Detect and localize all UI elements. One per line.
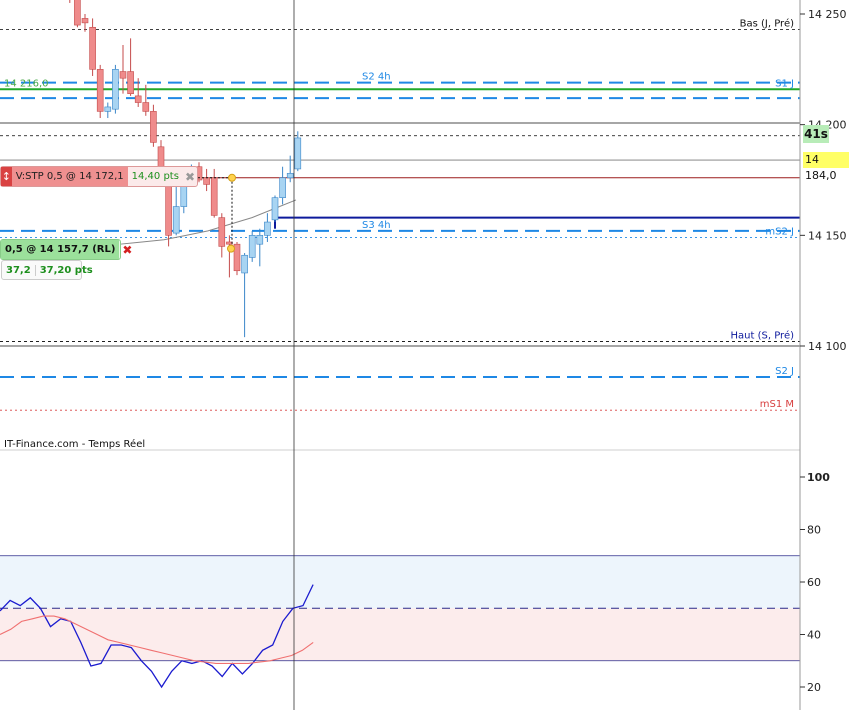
price-tick-label: 14 250: [808, 8, 847, 21]
moving-average-curve: [119, 199, 297, 245]
rsi-tick-label: 60: [807, 576, 821, 589]
candle-body: [112, 69, 119, 110]
rsi-axis: 100 80 60 40 20: [800, 471, 830, 694]
level-label-s3-4h: S3 4h: [362, 220, 391, 231]
stop-order-close-icon[interactable]: ✖: [184, 169, 195, 184]
source-label: IT-Finance.com - Temps Réel: [4, 438, 145, 450]
candle: [127, 38, 134, 96]
limit-order-close-icon[interactable]: ✖: [122, 242, 133, 257]
candle-body: [89, 26, 96, 70]
candle-body: [264, 221, 271, 236]
candle-body: [256, 235, 264, 245]
candle-body: [203, 177, 210, 185]
rsi-moving-average: [0, 615, 314, 664]
rsi-tick-label: 40: [807, 629, 821, 642]
rsi-pane[interactable]: [0, 555, 800, 689]
level-label-s2-4h: S2 4h: [362, 72, 391, 83]
level-label-haut-s-pre: Haut (S, Pré): [731, 330, 795, 342]
candle-body: [271, 197, 279, 221]
candle: [294, 131, 302, 172]
current-price-badge: 14 184,0: [803, 152, 849, 182]
price-pane[interactable]: Bas (J, Pré) S2 4h S1 J S3 4h mS2 J Haut (S, …: [0, 0, 800, 411]
candle: [286, 155, 294, 183]
rsi-zone-upper: [0, 555, 800, 609]
limit-order-result: 37,2 37,20 pts: [1, 260, 93, 280]
candle-body: [127, 71, 134, 94]
level-label-s2-j: S2 J: [775, 366, 794, 377]
candle: [112, 64, 119, 114]
level-label-bas-j-pre: Bas (J, Pré): [740, 17, 794, 29]
stop-order-pts: 14,40 pts: [131, 171, 179, 182]
candle: [241, 253, 248, 338]
candle-body: [294, 137, 302, 170]
candle-body: [96, 69, 104, 112]
candle-body: [119, 71, 127, 79]
candle: [248, 230, 256, 262]
candle: [89, 18, 96, 76]
limit-order-pts: 37,20 pts: [39, 264, 93, 276]
candle-body: [172, 206, 180, 234]
price-tick-label: 14 150: [808, 229, 847, 242]
rsi-zone-lower: [0, 608, 800, 661]
candle: [142, 84, 150, 116]
candle: [96, 64, 104, 119]
limit-order-marker[interactable]: [227, 244, 235, 253]
candle: [233, 241, 241, 276]
candle-body: [241, 254, 248, 274]
candle: [119, 44, 127, 94]
candle-body: [104, 106, 112, 112]
limit-order-box[interactable]: 0,5 @ 14 157,7 (RL) ✖: [0, 239, 132, 260]
level-label-ms2-j: mS2 J: [765, 227, 794, 238]
candle-body: [142, 102, 150, 112]
candle: [81, 14, 89, 32]
candle-body: [150, 111, 157, 143]
rsi-tick-label: 20: [807, 681, 821, 694]
limit-order-val: 37,2: [2, 264, 36, 276]
stop-order-box[interactable]: ↕ V:STP 0,5 @ 14 172,1 14,40 pts ✖: [0, 166, 198, 187]
rsi-series: [0, 584, 314, 689]
candle: [74, 0, 81, 28]
level-left-label: 14 216,0: [4, 78, 49, 89]
candle: [134, 78, 142, 107]
candle: [256, 228, 264, 267]
stop-order-text: V:STP 0,5 @ 14 172,1: [11, 167, 128, 186]
level-label-s1-j: S1 J: [775, 78, 794, 89]
candle-body: [81, 18, 89, 24]
candle-body: [210, 177, 218, 216]
candle-body: [134, 95, 142, 103]
candle-body: [248, 235, 256, 258]
rsi-tick-label: 80: [807, 524, 821, 537]
candle-body: [286, 173, 294, 179]
candle: [264, 213, 271, 242]
stop-order-marker[interactable]: [228, 173, 236, 182]
candle: [104, 102, 112, 119]
level-label-ms1-m: mS1 M: [760, 399, 794, 410]
candle-body: [74, 0, 81, 26]
candle: [271, 195, 279, 223]
candle-body: [279, 177, 286, 199]
candle-body: [218, 217, 226, 247]
candle: [218, 213, 226, 258]
limit-order-text: 0,5 @ 14 157,7 (RL): [1, 240, 120, 259]
timer-badge: 41s: [803, 125, 829, 143]
price-tick-label: 14 100: [808, 340, 847, 353]
stop-order-drag-icon[interactable]: ↕: [1, 167, 12, 186]
candle: [172, 186, 180, 236]
candle-body: [233, 243, 241, 272]
rsi-tick-label: 100: [807, 471, 830, 484]
candle: [150, 104, 157, 147]
candle: [279, 166, 286, 205]
